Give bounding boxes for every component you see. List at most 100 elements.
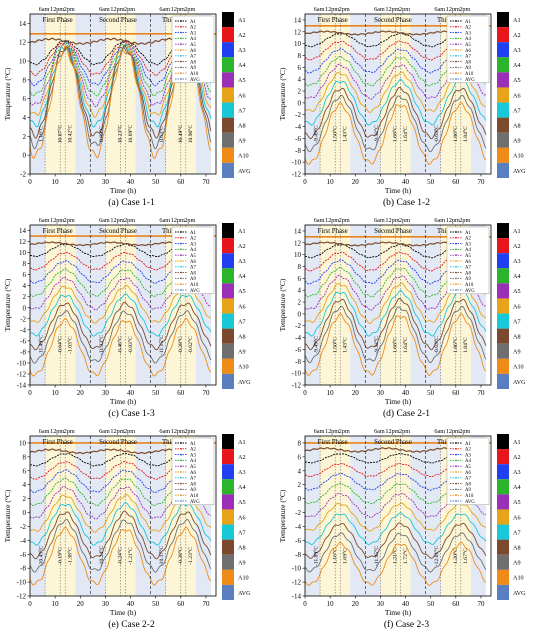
colorbar-cell [497, 373, 509, 389]
y-tick-label: -2 [20, 315, 26, 323]
colorbar-label: A3 [238, 469, 246, 476]
time-mark-label: 2pm [459, 428, 470, 435]
y-tick-label: -2 [20, 523, 26, 531]
time-mark-label: 6am [314, 428, 325, 435]
x-tick-label: 20 [77, 178, 85, 186]
x-tick-label: 70 [202, 600, 210, 608]
colorbar-cell [222, 358, 234, 374]
time-mark-label: 2pm [184, 6, 195, 13]
time-mark-label: 2pm [124, 428, 135, 435]
legend-label: A4 [190, 37, 196, 42]
y-axis-label: Temperature (°C) [278, 278, 287, 331]
y-tick-label: 4 [23, 282, 27, 290]
colorbar-cell [222, 27, 234, 43]
legend-label: A5 [190, 254, 196, 259]
colorbar-label: A1 [238, 17, 246, 24]
x-tick-label: 30 [377, 389, 385, 397]
chart-panel: -12 -10 -8 -6 -4 -2 0 2 4 6 8 10 12 14 0 10 20 30 40 50 60 70… [278, 217, 526, 419]
time-mark-label: 12pm [171, 6, 185, 13]
value-annotation: 1.20°C [452, 548, 459, 564]
phase-label: Second Phase [374, 17, 412, 24]
legend-label: A5 [465, 254, 471, 259]
y-tick-label: 0 [298, 310, 302, 318]
y-tick-label: -12 [292, 382, 302, 390]
legend-marker [455, 471, 457, 473]
night-band [135, 436, 151, 596]
y-tick-label: 4 [23, 481, 27, 489]
y-tick-label: -8 [295, 551, 301, 559]
colorbar-label: A9 [238, 349, 246, 356]
legend-label: A3 [465, 242, 471, 247]
colorbar-cell [497, 238, 509, 254]
y-tick-label: -6 [20, 337, 26, 345]
colorbar-label: A8 [238, 333, 246, 340]
colorbar-cell [497, 253, 509, 269]
x-tick-label: 50 [152, 389, 160, 397]
legend-marker [455, 66, 457, 69]
legend-marker [180, 271, 182, 274]
value-annotation: 10.49°C [177, 124, 184, 143]
colorbar-cell [222, 132, 234, 148]
time-mark-label: 6am [159, 217, 170, 224]
value-annotation: -0.63°C [433, 125, 440, 143]
legend-marker [180, 453, 182, 456]
time-mark-label: 12pm [325, 217, 339, 224]
y-tick-label: -2 [295, 322, 301, 330]
legend-label: A4 [465, 248, 471, 253]
legend-label: A10 [465, 72, 474, 77]
legend-label: A6 [190, 260, 196, 265]
colorbar-label: A6 [513, 92, 521, 99]
legend-label: AVG [465, 78, 475, 83]
legend-marker [455, 236, 457, 239]
legend-marker [180, 231, 182, 233]
legend-marker [180, 248, 182, 251]
legend-label: A1 [190, 231, 196, 236]
legend-marker [180, 37, 182, 40]
value-annotation: 1.68°C [392, 126, 399, 142]
legend-label: A3 [190, 31, 196, 36]
colorbar-cell [497, 12, 509, 28]
colorbar-label: A4 [238, 484, 246, 491]
legend-label: A10 [190, 283, 199, 288]
night-band [425, 14, 441, 174]
colorbar-cell [497, 494, 509, 510]
y-tick-label: 12 [294, 28, 302, 36]
colorbar-label: A10 [513, 364, 524, 371]
value-annotation: -0.28°C [177, 547, 184, 565]
time-mark-label: 12pm [50, 428, 64, 435]
legend-marker [455, 72, 457, 75]
y-tick-label: 10 [19, 58, 27, 66]
x-tick-label: 0 [28, 178, 32, 186]
value-annotation: -1.03°C [66, 336, 73, 354]
y-axis-label: Temperature (°C) [3, 278, 12, 331]
colorbar-label: A7 [513, 318, 521, 325]
colorbar-label: A4 [238, 62, 246, 69]
legend-label: AVG [465, 289, 475, 294]
legend-marker [180, 289, 182, 291]
value-annotation: 1.16°C [38, 126, 45, 142]
time-mark-label: 2pm [399, 428, 410, 435]
colorbar-label: A6 [513, 514, 521, 521]
colorbar-label: A3 [238, 258, 246, 265]
y-tick-label: 8 [23, 76, 27, 84]
colorbar-cell [497, 313, 509, 329]
y-tick-label: -6 [295, 346, 301, 354]
plot-frame [29, 224, 217, 386]
x-axis-label: Time (h) [110, 186, 137, 195]
x-tick-label: 60 [177, 178, 185, 186]
legend-label: A2 [465, 448, 471, 453]
value-annotation: 0.63°C [158, 126, 165, 142]
time-mark-label: 12pm [171, 217, 185, 224]
phase-label: Second Phase [99, 17, 137, 24]
colorbar-cell [222, 328, 234, 344]
value-annotation: -10.17°C [158, 546, 165, 567]
night-band [305, 225, 321, 385]
panel-caption: (a) Case 1-1 [108, 197, 155, 208]
y-tick-label: -14 [292, 593, 302, 601]
x-tick-label: 30 [102, 178, 110, 186]
legend-marker [180, 78, 182, 80]
x-tick-label: 60 [452, 389, 460, 397]
time-mark-label: 12pm [171, 428, 185, 435]
